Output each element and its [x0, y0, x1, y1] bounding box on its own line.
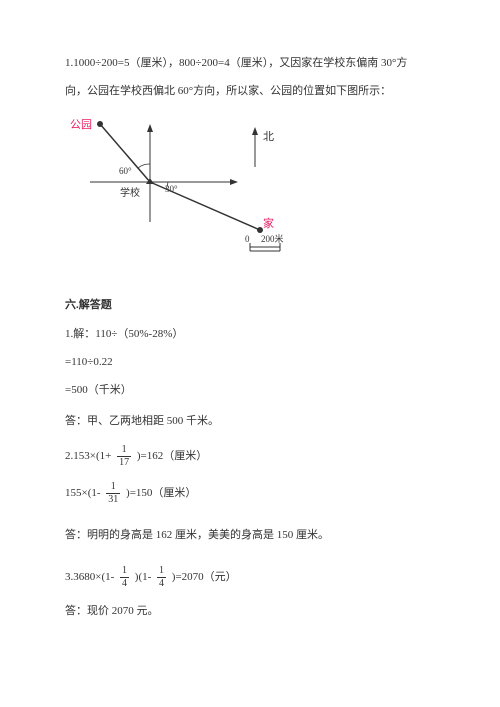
q2-l1b: )=162（厘米） [137, 450, 207, 462]
direction-diagram: 公园 60° 30° 学校 家 北 0 200米 [65, 112, 435, 279]
section6-title: 六.解答题 [65, 297, 435, 315]
frac-1-4b: 14 [157, 566, 166, 589]
q2-l2: 155×(1- 131 )=150（厘米） [65, 482, 435, 505]
q2-l1: 2.153×(1+ 117 )=162（厘米） [65, 445, 435, 468]
q3-l1: 3.3680×(1- 14 )(1- 14 )=2070（元） [65, 566, 435, 589]
q3-l2: 答：现价 2070 元。 [65, 603, 435, 621]
problem1-line2: 向，公园在学校西偏北 60°方向，所以家、公园的位置如下图所示： [65, 83, 435, 101]
angle60-label: 60° [119, 166, 132, 176]
problem1-line1: 1.1000÷200=5（厘米），800÷200=4（厘米），又因家在学校东偏南… [65, 55, 435, 73]
q3-l1b: )(1- [135, 571, 152, 583]
q1-l4: 答：甲、乙两地相距 500 千米。 [65, 413, 435, 431]
scale-0: 0 [245, 234, 250, 244]
frac-1-31: 131 [106, 482, 120, 505]
q3-l1c: )=2070（元） [172, 571, 237, 583]
frac-1-17: 117 [117, 445, 131, 468]
angle30-label: 30° [165, 184, 178, 194]
q2-l2b: )=150（厘米） [126, 487, 196, 499]
q3-l1a: 3.3680×(1- [65, 571, 114, 583]
scale-200: 200米 [261, 233, 284, 244]
frac-1-4a: 14 [120, 566, 129, 589]
north-label: 北 [263, 130, 274, 143]
q1-l2: =110÷0.22 [65, 354, 435, 372]
q2-l2a: 155×(1- [65, 487, 101, 499]
park-label: 公园 [70, 118, 92, 131]
q1-l1: 1.解：110÷（50%-28%） [65, 326, 435, 344]
school-label: 学校 [120, 186, 140, 199]
q2-l3: 答：明明的身高是 162 厘米，美美的身高是 150 厘米。 [65, 527, 435, 545]
q2-l1a: 2.153×(1+ [65, 450, 111, 462]
q1-l3: =500（千米） [65, 382, 435, 400]
home-label: 家 [263, 216, 274, 230]
